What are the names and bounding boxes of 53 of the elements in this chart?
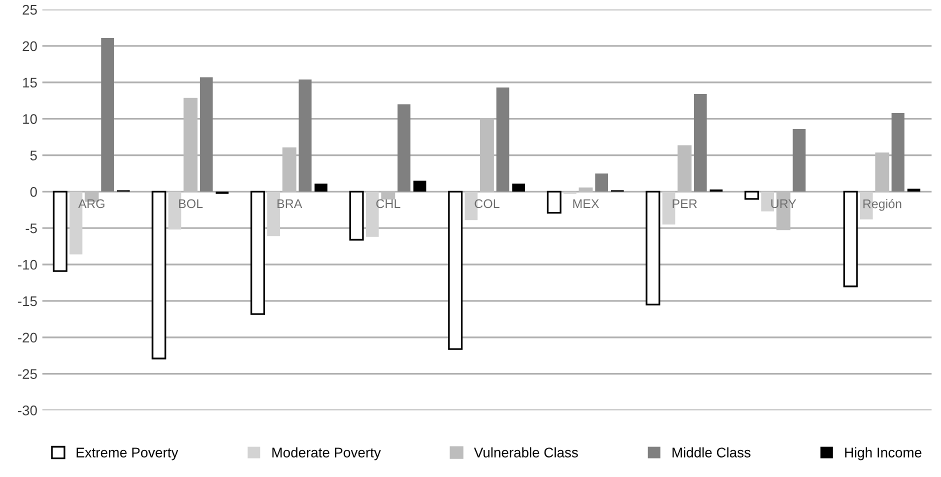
bar <box>250 190 265 315</box>
bar <box>678 145 692 192</box>
x-tick-label: MEX <box>573 199 600 208</box>
bar <box>512 184 526 192</box>
bar <box>448 190 463 350</box>
bar <box>200 77 213 192</box>
legend-label: Vulnerable Class <box>474 447 578 458</box>
bar <box>184 98 198 192</box>
x-tick-label: BOL <box>179 199 203 208</box>
y-tick-label: -15 <box>18 296 37 306</box>
x-tick-label: CHL <box>376 199 400 208</box>
bar <box>843 190 858 288</box>
x-tick-label: ARG <box>78 199 104 208</box>
x-tick-label: BRA <box>278 199 302 208</box>
bar <box>52 190 68 272</box>
bar <box>646 190 660 306</box>
legend-label: Moderate Poverty <box>272 447 381 460</box>
bar <box>480 118 494 192</box>
bar <box>744 190 760 200</box>
bar <box>413 180 426 192</box>
x-tick-label: COL <box>474 199 500 208</box>
bar <box>875 152 890 192</box>
bar <box>381 191 396 200</box>
bar <box>101 38 114 192</box>
bar <box>694 94 707 192</box>
bar <box>496 87 510 192</box>
bar <box>595 173 608 192</box>
x-tick-label: Región <box>863 198 902 211</box>
bar <box>152 190 166 360</box>
bar <box>349 190 364 241</box>
bar <box>282 147 296 192</box>
bar <box>298 79 312 192</box>
y-tick-label: 25 <box>22 4 37 15</box>
bar <box>792 129 806 192</box>
y-tick-label: 0 <box>30 187 37 197</box>
y-tick-label: -5 <box>26 224 37 234</box>
legend-label: Middle Class <box>672 447 750 458</box>
x-tick-label: PER <box>672 199 697 208</box>
bar <box>578 187 593 192</box>
y-tick-label: -10 <box>18 260 37 270</box>
bar <box>546 190 562 214</box>
y-tick-label: 5 <box>30 150 37 160</box>
bar <box>314 184 328 192</box>
y-tick-label: 20 <box>22 41 37 52</box>
legend-label: Extreme Poverty <box>76 448 178 460</box>
bar <box>892 112 904 192</box>
y-tick-label: -20 <box>18 332 37 343</box>
y-tick-label: -30 <box>18 406 37 416</box>
y-tick-label: 10 <box>23 114 37 124</box>
y-tick-label: -25 <box>18 369 37 379</box>
bar <box>398 104 410 192</box>
legend-label: High Income <box>845 447 922 460</box>
y-tick-label: 15 <box>23 78 37 88</box>
